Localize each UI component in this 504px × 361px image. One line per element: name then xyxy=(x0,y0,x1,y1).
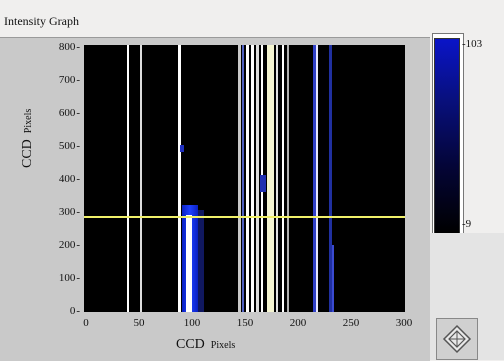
colorbar-max-label[interactable]: -103 xyxy=(462,38,483,50)
y-tick-label: 0 xyxy=(40,305,80,317)
y-tick-label: 400 xyxy=(40,173,80,185)
intensity-line xyxy=(329,45,332,312)
y-tick-label: 200 xyxy=(40,239,80,251)
color-scale-bar[interactable] xyxy=(434,38,460,234)
intensity-line xyxy=(316,45,318,312)
x-axis-title: CCD Pixels xyxy=(176,337,235,353)
x-tick-label: 0 xyxy=(83,317,89,329)
y-tick-label: 800 xyxy=(40,41,80,53)
intensity-line xyxy=(267,45,274,312)
intensity-band xyxy=(332,245,334,312)
x-tick-label: 200 xyxy=(289,317,307,329)
y-tick-label: 700 xyxy=(40,74,80,86)
y-axis-title-text: CCD xyxy=(20,139,35,168)
x-axis-title-text: CCD xyxy=(176,337,205,352)
intensity-line xyxy=(256,45,259,312)
cursor-line[interactable] xyxy=(84,216,405,218)
intensity-line xyxy=(178,45,181,312)
y-tick-label: 300 xyxy=(40,206,80,218)
intensity-line xyxy=(313,45,316,312)
x-tick-label: 300 xyxy=(395,317,413,329)
intensity-line xyxy=(246,45,249,312)
intensity-line xyxy=(140,45,142,312)
colorbar-min-label[interactable]: -9 xyxy=(462,218,472,230)
pan-navigator-icon xyxy=(442,324,472,354)
intensity-line xyxy=(238,45,241,312)
intensity-line xyxy=(287,45,289,312)
intensity-line xyxy=(282,45,284,312)
pan-navigator-button[interactable] xyxy=(436,318,478,360)
y-tick-label: 600 xyxy=(40,107,80,119)
intensity-band xyxy=(260,175,266,192)
x-axis-subtitle: Pixels xyxy=(210,340,236,351)
intensity-line xyxy=(276,45,278,312)
intensity-band xyxy=(198,210,204,312)
intensity-line xyxy=(127,45,129,312)
intensity-line xyxy=(242,45,244,312)
graph-title: Intensity Graph xyxy=(4,14,79,28)
intensity-line xyxy=(251,45,254,312)
x-tick-label: 50 xyxy=(133,317,145,329)
x-tick-label: 250 xyxy=(342,317,360,329)
intensity-line xyxy=(186,215,192,312)
y-axis-title: CCD Pixels xyxy=(20,109,36,168)
y-axis-subtitle: Pixels xyxy=(23,108,34,134)
x-tick-label: 150 xyxy=(236,317,254,329)
y-tick-label: 500 xyxy=(40,140,80,152)
intensity-band xyxy=(180,145,184,152)
y-tick-label: 100 xyxy=(40,272,80,284)
intensity-plot[interactable] xyxy=(84,45,405,312)
x-tick-label: 100 xyxy=(183,317,201,329)
